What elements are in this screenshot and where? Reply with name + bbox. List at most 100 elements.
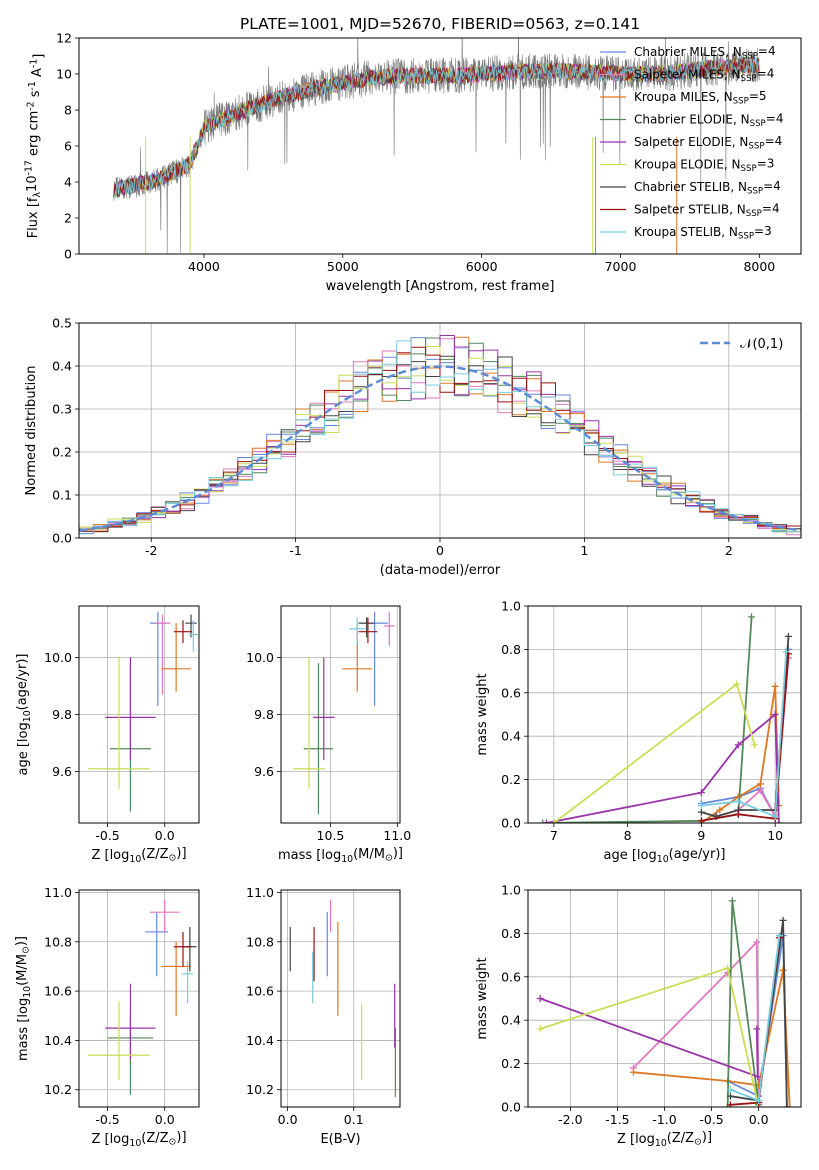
weight-marker — [629, 1068, 637, 1076]
x-axis-label: Z [log10​(Z/Z⊙​)] — [91, 1130, 186, 1149]
normal-curve — [79, 365, 801, 532]
y-axis-label: Flux [fλ​10-17​ erg cm-2​ s-1​ A-1​] — [24, 54, 47, 239]
y-tick-label: 0.2 — [501, 772, 521, 787]
weight-marker — [786, 1103, 794, 1107]
legend-label: Salpeter MILES, NSSP​=4 — [634, 66, 774, 84]
y-tick-label: 6 — [64, 139, 72, 154]
weight-marker — [697, 789, 705, 797]
y-tick-label: 11.0 — [246, 885, 274, 900]
x-tick-label: 8 — [624, 828, 632, 843]
weight-marker — [542, 819, 550, 823]
chart-Z_weights: -2.0 -1.5 -1.0 -0.5 0.0 0.0 0.2 0.4 0.6 0.8 1.0 Z [… — [475, 883, 802, 1149]
y-tick-label: 0.0 — [501, 816, 521, 831]
y-tick-label: 0.5 — [52, 316, 72, 331]
axes-frame — [527, 889, 802, 1108]
plot-area — [113, 38, 760, 254]
y-tick-label: 9.6 — [52, 764, 72, 779]
y-tick-label: 0 — [64, 247, 72, 262]
weight-marker — [536, 1025, 544, 1033]
y-tick-label: 0.8 — [501, 926, 521, 941]
weight-marker — [724, 964, 732, 972]
y-axis-label: Normed distribution — [24, 366, 39, 496]
y-tick-label: 1.0 — [501, 883, 521, 898]
y-tick-label: 11.0 — [44, 885, 72, 900]
y-axis-label: mass [log10​(M/M⊙​)] — [14, 936, 33, 1061]
panels-group: 4000 5000 6000 7000 8000024681012wavelength … — [14, 31, 802, 1149]
weight-marker — [726, 1092, 734, 1100]
axes-frame — [78, 889, 200, 1108]
weight-line — [632, 939, 760, 1103]
plot-area — [79, 335, 801, 536]
y-tick-label: 10 — [56, 67, 72, 82]
weight-marker — [733, 680, 741, 688]
legend-label: Salpeter ELODIE, NSSP​=4 — [634, 134, 782, 152]
x-tick-label: 4000 — [188, 259, 220, 274]
y-tick-label: 10.4 — [246, 1033, 274, 1048]
axes-frame — [280, 605, 401, 824]
y-tick-label: 1.0 — [501, 599, 521, 614]
x-tick-label: 0.0 — [278, 1112, 298, 1127]
weight-line — [700, 686, 780, 823]
x-tick-label: 9 — [697, 828, 705, 843]
x-tick-label: -1 — [289, 543, 301, 558]
y-tick-label: 9.6 — [254, 764, 274, 779]
weight-line — [539, 997, 759, 1078]
weight-marker — [697, 817, 705, 823]
x-tick-label: -1.0 — [652, 1112, 676, 1127]
x-axis-label: E(B-V) — [320, 1132, 360, 1147]
figure-title: PLATE=1001, MJD=52670, FIBERID=0563, z=0… — [240, 15, 640, 33]
chart-age_vs_Z: -0.5 0.0 9.6 9.8 10.0 Z [log10​(Z/Z⊙​)] age [l… — [15, 605, 200, 865]
x-axis-label: age [log10​(age/yr)] — [604, 847, 726, 865]
x-tick-label: -1.5 — [605, 1112, 629, 1127]
legend-label: Kroupa STELIB, NSSP​=3 — [634, 224, 772, 242]
weight-marker — [697, 808, 705, 816]
x-tick-label: 7000 — [605, 259, 637, 274]
plot-area — [539, 613, 792, 823]
legend-label: Kroupa ELODIE, NSSP​=3 — [634, 156, 774, 174]
legend-label: Chabrier MILES, NSSP​=4 — [634, 44, 776, 62]
plot-area — [536, 897, 794, 1107]
y-tick-label: 10.8 — [44, 934, 72, 949]
y-tick-label: 12 — [56, 31, 72, 46]
y-tick-label: 0.6 — [501, 969, 521, 984]
x-tick-label: 5000 — [327, 259, 359, 274]
y-tick-label: 0.0 — [501, 1100, 521, 1115]
weight-marker — [550, 819, 558, 823]
weight-marker — [697, 802, 705, 810]
y-tick-label: 0.2 — [501, 1056, 521, 1071]
x-tick-label: -0.5 — [95, 828, 119, 843]
weight-marker — [716, 806, 724, 814]
weight-marker — [779, 916, 787, 924]
x-tick-label: -0.5 — [699, 1112, 723, 1127]
weight-marker — [539, 819, 547, 823]
y-tick-label: 0.2 — [52, 445, 72, 460]
chart-spectrum: 4000 5000 6000 7000 8000 0 2 4 6 8 10 12 wavelength … — [24, 31, 802, 294]
chart-mass_vs_EBV: 0.0 0.1 10.2 10.4 10.6 10.8 11.0 E(B-V) — [246, 885, 401, 1147]
y-tick-label: 10.2 — [246, 1082, 274, 1097]
y-tick-label: 0.0 — [52, 531, 72, 546]
x-tick-label: 6000 — [466, 259, 498, 274]
weight-marker — [751, 741, 759, 749]
plot-area — [88, 899, 197, 1095]
axes-frame — [78, 605, 200, 824]
weight-marker — [756, 786, 764, 794]
x-axis-label: Z [log10​(Z/Z⊙​)] — [617, 1130, 712, 1149]
chart-mass_vs_Z: -0.5 0.0 10.2 10.4 10.6 10.8 11.0 Z [log10​(Z/Z… — [14, 885, 200, 1149]
weight-marker — [728, 897, 736, 905]
x-tick-label: -2.0 — [558, 1112, 582, 1127]
x-tick-label: 0.0 — [155, 828, 175, 843]
plot-area — [293, 611, 395, 815]
weight-marker — [775, 819, 783, 823]
plot-area — [88, 611, 198, 812]
axes-frame — [280, 889, 401, 1108]
weight-marker — [771, 682, 779, 690]
y-tick-label: 9.8 — [52, 707, 72, 722]
model-line-kroupa-stelib — [113, 56, 760, 198]
histogram-salpeter-stelib — [79, 346, 801, 532]
y-tick-label: 10.0 — [44, 650, 72, 665]
axes-frame — [527, 605, 802, 824]
x-tick-label: 10.5 — [317, 828, 345, 843]
chart-age_vs_mass: 10.5 11.0 9.6 9.8 10.0 mass [log10​(M/M⊙​)] — [246, 605, 411, 865]
legend-label: 𝒩(0,1) — [740, 337, 783, 352]
weight-marker — [726, 1086, 734, 1094]
